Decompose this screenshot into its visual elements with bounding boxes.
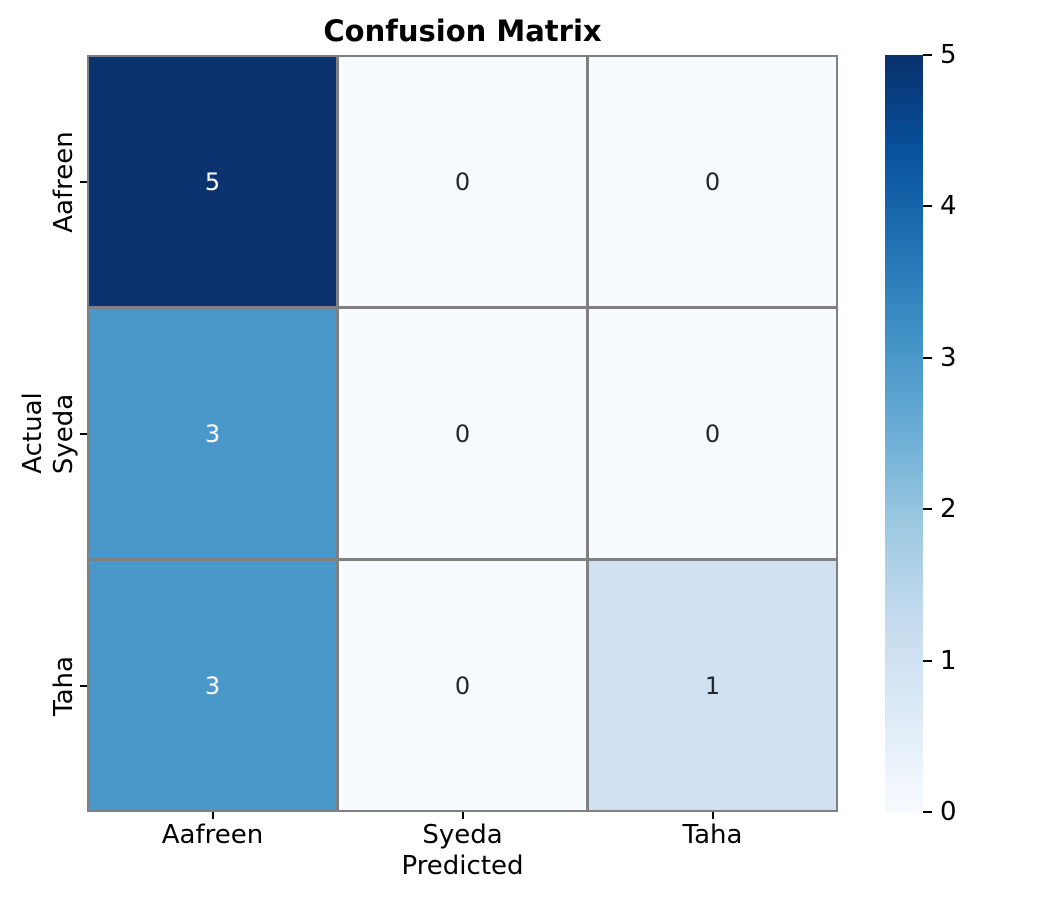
heatmap-cell: 0 bbox=[589, 57, 836, 306]
heatmap-cell: 3 bbox=[89, 561, 336, 810]
colorbar-tick-mark bbox=[923, 54, 932, 56]
y-tick-label: Taha bbox=[49, 655, 79, 716]
colorbar-tick-label: 5 bbox=[940, 40, 957, 70]
cell-value: 5 bbox=[204, 167, 221, 196]
colorbar-tick-mark bbox=[923, 659, 932, 662]
x-tick-label: Aafreen bbox=[161, 820, 264, 850]
heatmap-cell: 1 bbox=[589, 561, 836, 810]
chart-title: Confusion Matrix bbox=[323, 14, 602, 48]
cell-value: 0 bbox=[454, 419, 471, 448]
y-tick-label: Aafreen bbox=[49, 130, 79, 233]
colorbar-tick-label: 2 bbox=[940, 494, 957, 525]
colorbar-tick-label: 0 bbox=[940, 797, 957, 827]
colorbar-tick-mark bbox=[923, 356, 932, 359]
x-axis-label: Predicted bbox=[401, 851, 524, 881]
heatmap-cell: 3 bbox=[89, 309, 336, 558]
heatmap-cell: 0 bbox=[339, 561, 586, 810]
x-tick-mark bbox=[211, 812, 214, 819]
y-tick-mark bbox=[80, 180, 87, 183]
heatmap-cell: 0 bbox=[339, 57, 586, 306]
y-axis-label: Actual bbox=[18, 392, 48, 474]
cell-value: 3 bbox=[204, 671, 221, 700]
heatmap-cell: 0 bbox=[339, 309, 586, 558]
x-tick-mark bbox=[711, 812, 714, 819]
colorbar-tick-label: 4 bbox=[940, 191, 957, 222]
y-tick-mark bbox=[80, 432, 87, 435]
colorbar bbox=[885, 55, 923, 812]
colorbar-tick-mark bbox=[923, 508, 932, 511]
heatmap-cell: 5 bbox=[89, 57, 336, 306]
cell-value: 1 bbox=[704, 671, 721, 700]
cell-value: 0 bbox=[454, 167, 471, 196]
cell-value: 0 bbox=[704, 419, 721, 448]
colorbar-tick-mark bbox=[923, 205, 932, 208]
colorbar-tick-label: 1 bbox=[940, 645, 957, 676]
cell-value: 0 bbox=[454, 671, 471, 700]
x-tick-mark bbox=[461, 812, 464, 819]
cell-value: 3 bbox=[204, 419, 221, 448]
heatmap-grid: 5 0 0 3 0 0 3 0 1 bbox=[87, 55, 838, 812]
y-tick-label: Syeda bbox=[49, 393, 79, 474]
colorbar-tick-label: 3 bbox=[940, 342, 957, 373]
cell-value: 0 bbox=[704, 167, 721, 196]
heatmap-cell: 0 bbox=[589, 309, 836, 558]
x-tick-label: Syeda bbox=[422, 820, 503, 850]
colorbar-tick-mark bbox=[923, 811, 932, 813]
x-tick-label: Taha bbox=[682, 820, 743, 850]
y-tick-mark bbox=[80, 684, 87, 687]
